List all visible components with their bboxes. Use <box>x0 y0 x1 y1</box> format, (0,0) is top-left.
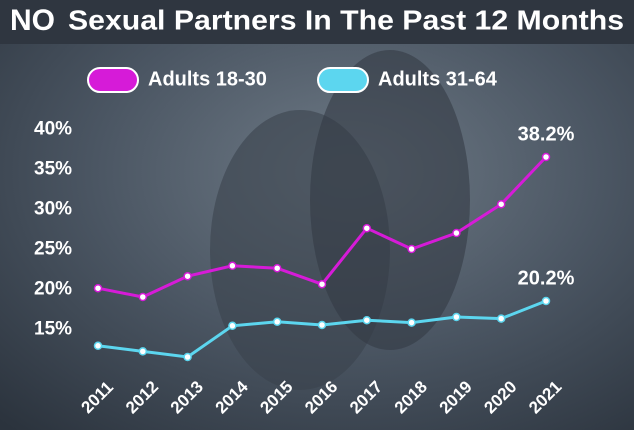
title-emphasis: NO <box>10 4 55 37</box>
y-tick-label: 25% <box>34 239 72 260</box>
data-point <box>541 296 551 306</box>
data-point <box>272 317 282 327</box>
data-point <box>317 320 327 330</box>
title-bar <box>0 0 634 44</box>
data-point <box>407 244 416 254</box>
y-tick-label: 40% <box>34 119 72 140</box>
legend-label: Adults 31-64 <box>378 68 498 90</box>
chart-title: Sexual Partners In The Past 12 Months <box>68 4 624 35</box>
data-point <box>138 292 148 302</box>
y-tick-label: 35% <box>34 159 72 180</box>
y-tick-label: 20% <box>34 279 72 300</box>
data-point <box>452 228 461 238</box>
data-point <box>541 152 551 162</box>
data-point <box>317 279 327 289</box>
data-point <box>138 347 148 356</box>
data-point <box>228 261 237 271</box>
photo-shade <box>310 50 470 350</box>
legend-label: Adults 18-30 <box>148 68 267 90</box>
data-point <box>362 223 372 233</box>
data-point <box>93 341 103 351</box>
legend-swatch <box>87 67 139 93</box>
data-point <box>93 283 103 293</box>
data-point <box>362 315 372 325</box>
data-point <box>272 263 282 273</box>
data-point <box>183 271 192 281</box>
value-label: 38.2% <box>518 123 575 145</box>
data-point <box>407 318 416 327</box>
data-point <box>183 352 192 362</box>
legend-swatch <box>317 67 369 93</box>
data-point <box>496 314 506 323</box>
data-point <box>228 321 237 331</box>
data-point <box>452 312 461 322</box>
data-point <box>496 199 506 209</box>
y-tick-label: 30% <box>34 199 72 220</box>
value-label: 20.2% <box>518 267 575 289</box>
y-tick-label: 15% <box>34 319 72 340</box>
